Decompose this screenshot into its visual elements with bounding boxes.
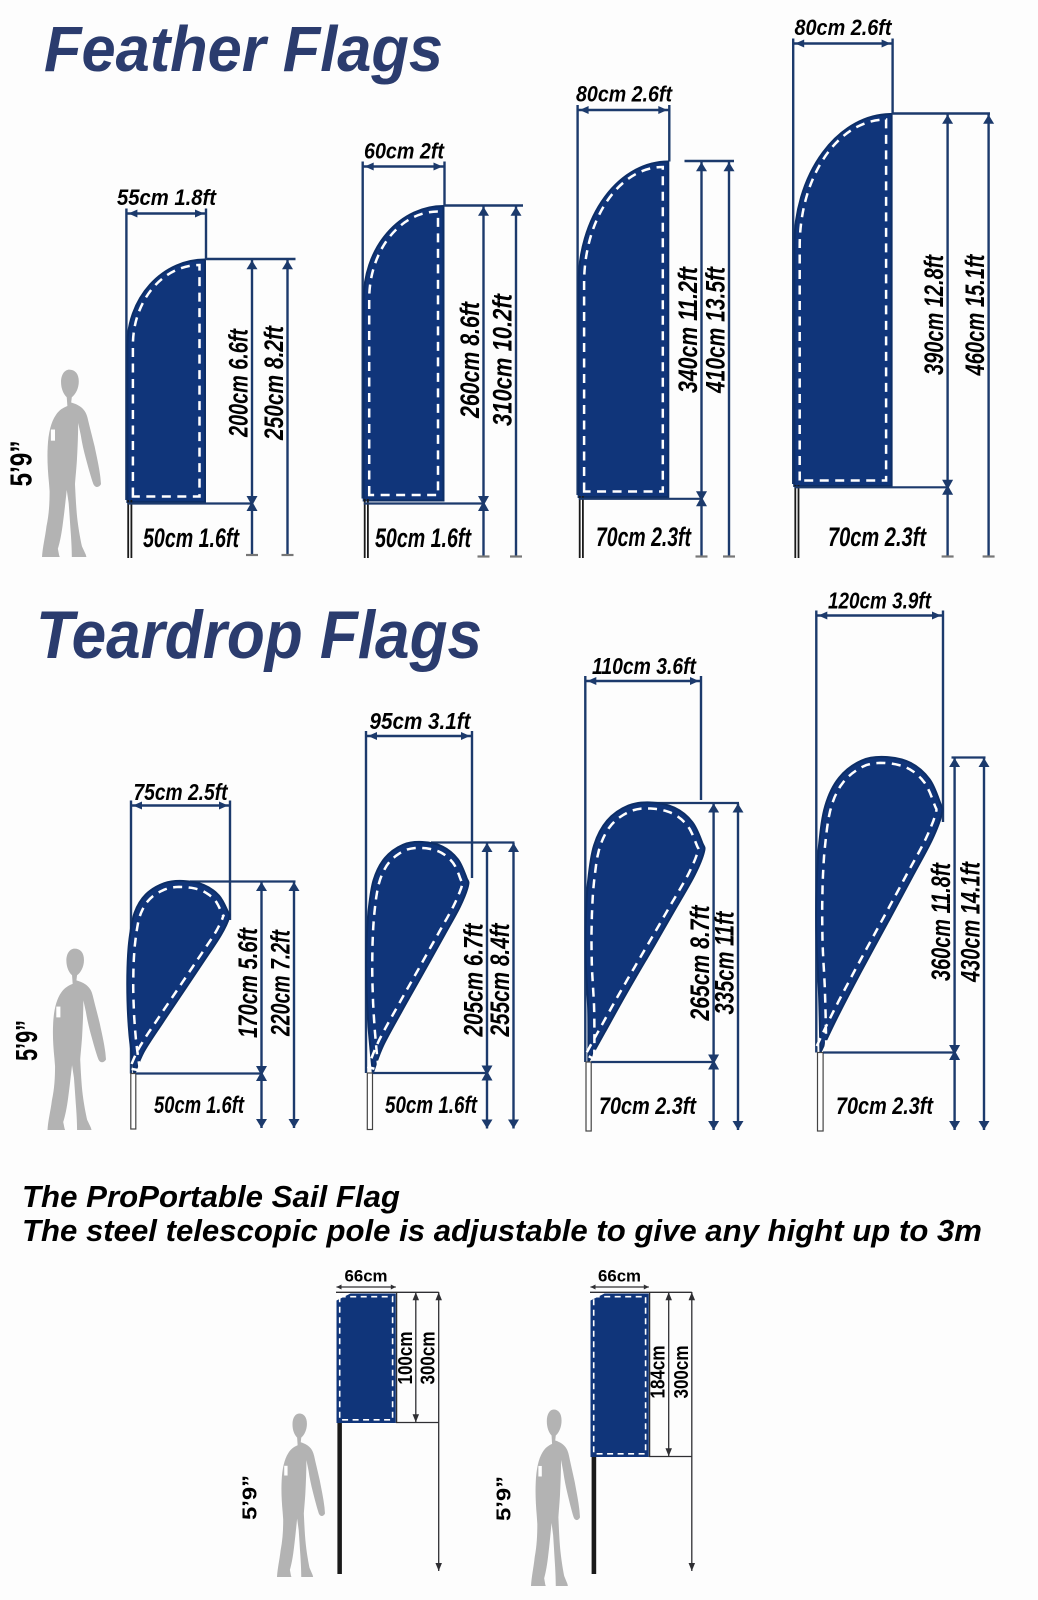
svg-text:460cm 15.1ft: 460cm 15.1ft: [960, 254, 990, 376]
svg-text:55cm 1.8ft: 55cm 1.8ft: [117, 185, 217, 210]
svg-text:100cm: 100cm: [394, 1332, 417, 1385]
svg-text:60cm 2ft: 60cm 2ft: [364, 139, 445, 164]
svg-text:5’9”: 5’9”: [4, 441, 39, 487]
svg-text:5’9”: 5’9”: [493, 1476, 516, 1521]
svg-text:5’9”: 5’9”: [239, 1475, 262, 1520]
svg-text:220cm 7.2ft: 220cm 7.2ft: [266, 929, 296, 1036]
svg-text:50cm 1.6ft: 50cm 1.6ft: [385, 1092, 478, 1119]
svg-text:250cm 8.2ft: 250cm 8.2ft: [259, 325, 289, 441]
svg-text:70cm 2.3ft: 70cm 2.3ft: [596, 522, 692, 552]
svg-text:5’9”: 5’9”: [9, 1020, 44, 1061]
svg-text:The ProPortable Sail Flag: The ProPortable Sail Flag: [22, 1179, 400, 1214]
svg-text:170cm 5.6ft: 170cm 5.6ft: [233, 927, 263, 1038]
svg-text:50cm 1.6ft: 50cm 1.6ft: [375, 523, 472, 553]
svg-text:70cm 2.3ft: 70cm 2.3ft: [828, 522, 927, 552]
svg-text:The steel telescopic pole is a: The steel telescopic pole is adjustable …: [22, 1213, 982, 1248]
svg-text:66cm: 66cm: [598, 1268, 641, 1286]
svg-text:66cm: 66cm: [345, 1268, 388, 1286]
svg-text:Teardrop Flags: Teardrop Flags: [36, 597, 482, 673]
svg-text:75cm 2.5ft: 75cm 2.5ft: [134, 779, 229, 805]
svg-text:310cm 10.2ft: 310cm 10.2ft: [488, 293, 518, 426]
svg-text:110cm 3.6ft: 110cm 3.6ft: [592, 653, 697, 679]
svg-text:95cm 3.1ft: 95cm 3.1ft: [370, 708, 472, 734]
svg-text:80cm 2.6ft: 80cm 2.6ft: [795, 15, 893, 40]
svg-text:205cm 6.7ft: 205cm 6.7ft: [459, 923, 489, 1038]
svg-text:255cm 8.4ft: 255cm 8.4ft: [485, 923, 515, 1038]
svg-text:200cm 6.6ft: 200cm 6.6ft: [224, 328, 254, 437]
svg-text:50cm 1.6ft: 50cm 1.6ft: [143, 523, 240, 553]
svg-text:390cm 12.8ft: 390cm 12.8ft: [919, 254, 949, 375]
svg-text:120cm 3.9ft: 120cm 3.9ft: [828, 588, 932, 614]
svg-text:50cm 1.6ft: 50cm 1.6ft: [154, 1092, 245, 1119]
svg-text:300cm: 300cm: [417, 1332, 440, 1385]
svg-text:184cm: 184cm: [647, 1346, 670, 1399]
svg-text:260cm 8.6ft: 260cm 8.6ft: [455, 301, 485, 419]
svg-text:430cm 14.1ft: 430cm 14.1ft: [956, 861, 986, 982]
svg-text:335cm 11ft: 335cm 11ft: [710, 911, 740, 1015]
svg-text:340cm 11.2ft: 340cm 11.2ft: [673, 266, 703, 393]
svg-text:80cm 2.6ft: 80cm 2.6ft: [576, 82, 673, 107]
svg-text:Feather Flags: Feather Flags: [44, 13, 443, 85]
svg-text:265cm 8.7ft: 265cm 8.7ft: [685, 905, 715, 1022]
svg-text:70cm 2.3ft: 70cm 2.3ft: [599, 1093, 697, 1120]
svg-text:70cm 2.3ft: 70cm 2.3ft: [836, 1093, 934, 1120]
svg-text:410cm 13.5ft: 410cm 13.5ft: [701, 266, 731, 394]
svg-text:300cm: 300cm: [670, 1346, 693, 1399]
svg-text:360cm 11.8ft: 360cm 11.8ft: [926, 862, 956, 981]
